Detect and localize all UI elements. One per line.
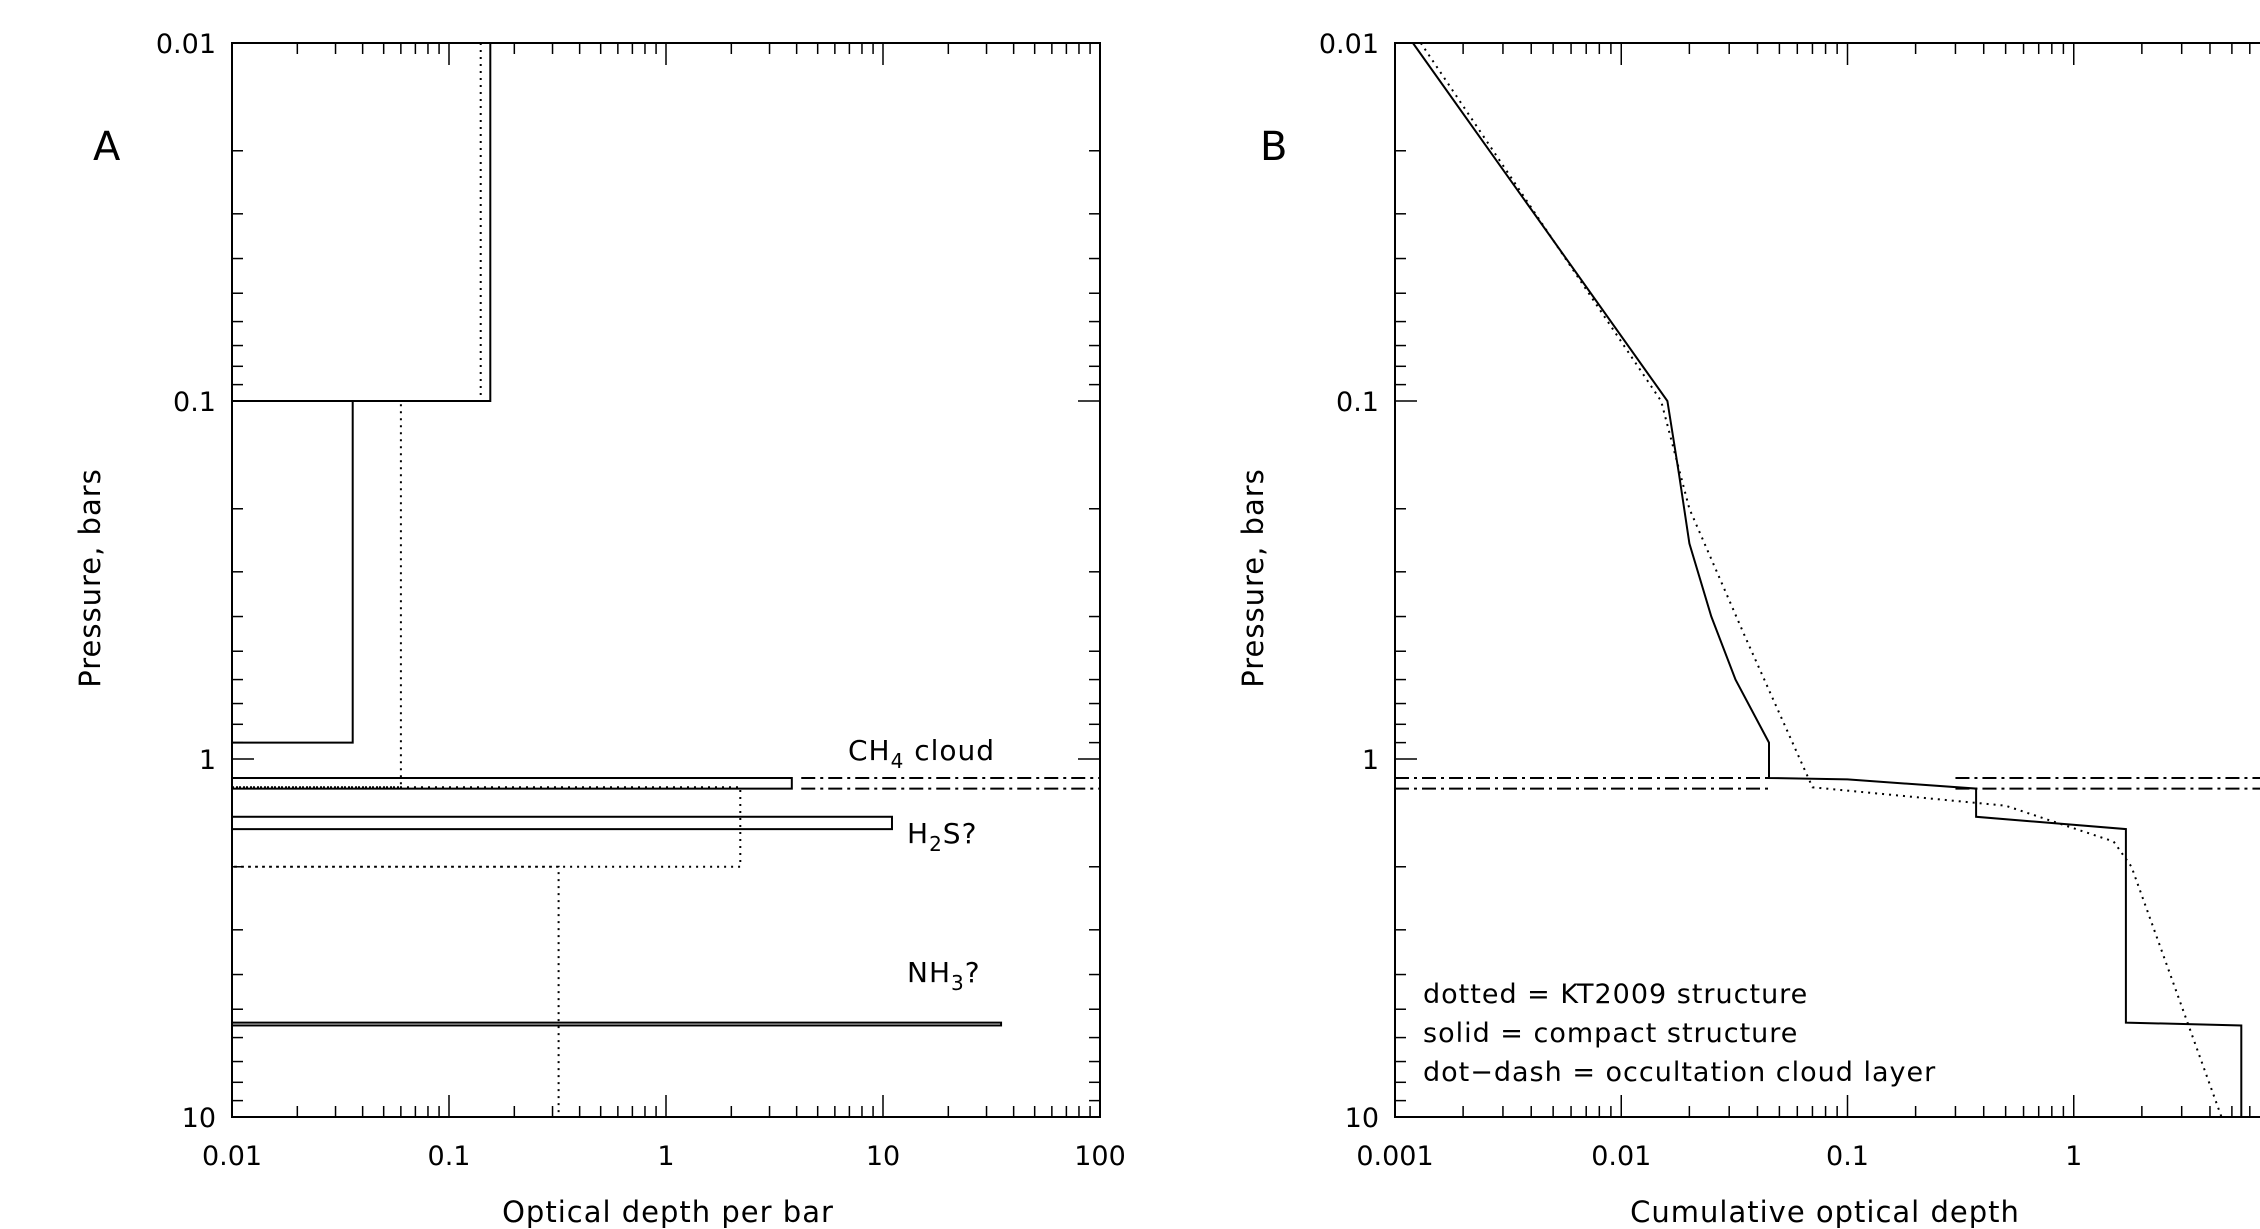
h2s-label-a: H xyxy=(907,817,929,850)
panel-b-xtick-label: 0.1 xyxy=(1826,1141,1869,1172)
panel-b-xtick-label: 0.001 xyxy=(1356,1141,1433,1172)
plot-layer: 0.01 0.1 1 10 100 0.01 0.1 1 10 0.001 0.01 0.1 1 1 0.0… xyxy=(156,29,2260,1172)
panel-a-series-dotted-1 xyxy=(232,43,482,789)
panel-a-xtick-label: 10 xyxy=(866,1141,900,1172)
legend-dotdash: dot−dash = occultation cloud layer xyxy=(1423,1057,1936,1088)
panel-a-ytick-label: 0.1 xyxy=(173,387,216,418)
panel-a-series-dotted-2 xyxy=(232,786,742,1117)
nh3-label-a: NH xyxy=(907,956,951,989)
panel-a-xtick-label: 1 xyxy=(657,1141,674,1172)
panel-b-series-dotted-1 xyxy=(1419,42,2223,1118)
panel-b-series-solid-0 xyxy=(1412,42,2243,1117)
panel-a-letter: A xyxy=(93,124,121,170)
nh3-label: NH3? xyxy=(907,956,981,995)
panel-a-xtick-label: 100 xyxy=(1074,1141,1126,1172)
legend-dotted: dotted = KT2009 structure xyxy=(1423,979,1808,1010)
panel-a-xtick-label: 0.01 xyxy=(202,1141,262,1172)
nh3-label-sub: 3 xyxy=(951,971,965,995)
legend-solid: solid = compact structure xyxy=(1423,1018,1798,1049)
panel-a-ytick-label: 0.01 xyxy=(156,29,216,60)
panel-b-ytick-label: 10 xyxy=(1345,1103,1379,1134)
panel-b-frame xyxy=(1394,42,2260,1118)
panel-a-ylabel: Pressure, bars xyxy=(73,468,107,687)
panel-a-cloud-layer-box xyxy=(231,815,893,831)
panel-b-ytick-label: 0.1 xyxy=(1336,387,1379,418)
panel-a-xlabel: Optical depth per bar xyxy=(502,1195,834,1229)
panel-a-ytick-label: 10 xyxy=(182,1103,216,1134)
panel-a-ytick-label: 1 xyxy=(199,745,216,776)
panel-a-xtick-label: 0.1 xyxy=(428,1141,471,1172)
panel-b-xtick-label: 0.01 xyxy=(1591,1141,1651,1172)
ch4-cloud-label-main: CH xyxy=(848,734,891,767)
panel-a-series-solid-0 xyxy=(232,42,492,744)
nh3-label-b: ? xyxy=(965,956,981,989)
panel-b-ytick-label: 0.01 xyxy=(1319,29,1379,60)
ch4-cloud-label-tail: cloud xyxy=(904,734,995,767)
panel-b-letter: B xyxy=(1260,124,1287,170)
panel-b-xtick-label: 1 xyxy=(2065,1141,2082,1172)
panel-b-xlabel: Cumulative optical depth xyxy=(1630,1195,2020,1229)
h2s-label: H2S? xyxy=(907,817,977,856)
h2s-label-sub: 2 xyxy=(929,832,943,856)
ch4-cloud-label: CH4 cloud xyxy=(848,734,995,773)
panel-a-cloud-layer-box xyxy=(231,1021,1003,1027)
panel-a-cloud-layer-box xyxy=(231,777,793,790)
ch4-cloud-label-sub: 4 xyxy=(891,749,905,773)
panel-b-ytick-label: 1 xyxy=(1362,745,1379,776)
panel-b-ylabel: Pressure, bars xyxy=(1236,468,1270,687)
h2s-label-b: S? xyxy=(943,817,978,850)
